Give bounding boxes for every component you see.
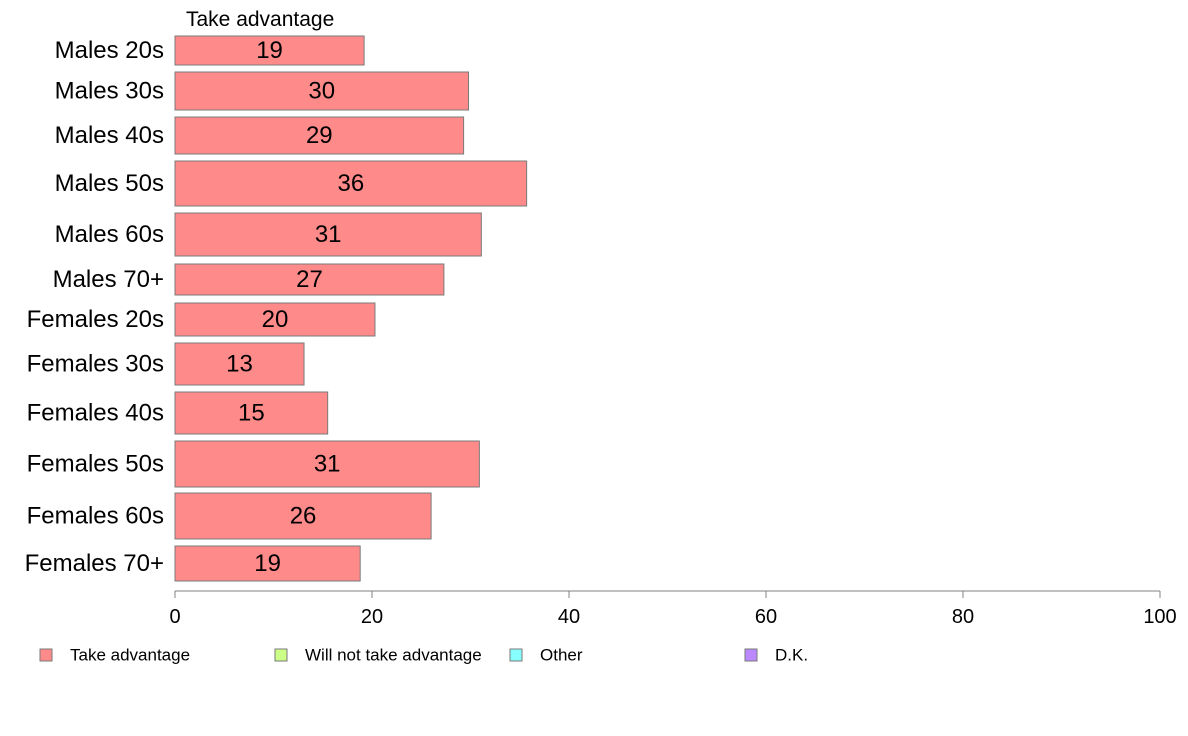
data-label: 27	[296, 266, 323, 293]
x-tick-label: 80	[952, 606, 974, 628]
bar	[174, 116, 465, 155]
category-label: Males 50s	[55, 170, 164, 197]
bar	[174, 492, 432, 540]
legend-swatch	[39, 648, 53, 662]
category-label: Females 70+	[25, 550, 164, 577]
legend-swatch	[274, 648, 288, 662]
bar	[174, 35, 365, 66]
category-label: Males 30s	[55, 77, 164, 104]
category-label: Females 30s	[27, 350, 164, 377]
legend-label: Other	[540, 645, 583, 664]
category-label: Males 70+	[53, 266, 164, 293]
bars-group	[174, 35, 528, 582]
x-tick-label: 20	[361, 606, 383, 628]
category-label: Females 20s	[27, 306, 164, 333]
legend: Take advantage Will not take advantage Oth…	[39, 645, 808, 664]
x-tick-label: 40	[558, 606, 580, 628]
category-label: Males 20s	[55, 37, 164, 64]
legend-label: Take advantage	[70, 645, 190, 664]
x-tick-label: 0	[169, 606, 180, 628]
data-label: 15	[238, 399, 265, 426]
bar	[174, 160, 528, 207]
legend-swatch	[509, 648, 523, 662]
legend-label: Will not take advantage	[305, 645, 482, 664]
legend-swatch	[744, 648, 758, 662]
data-label: 20	[262, 306, 289, 333]
bar	[174, 545, 361, 582]
data-label: 26	[290, 502, 317, 529]
category-label: Males 40s	[55, 122, 164, 149]
series-header: Take advantage	[186, 8, 334, 31]
data-label: 31	[315, 221, 342, 248]
bar	[174, 71, 470, 111]
category-label: Females 60s	[27, 502, 164, 529]
bar	[174, 302, 376, 337]
data-label: 19	[256, 37, 283, 64]
category-label: Males 60s	[55, 221, 164, 248]
category-label: Females 50s	[27, 450, 164, 477]
data-label: 36	[337, 170, 364, 197]
bar	[174, 440, 480, 488]
data-label: 31	[314, 450, 341, 477]
data-label: 30	[308, 77, 335, 104]
x-tick-label: 100	[1143, 606, 1176, 628]
bar	[174, 212, 482, 257]
data-label: 13	[226, 350, 253, 377]
x-tick-label: 60	[755, 606, 777, 628]
bar	[174, 391, 329, 435]
bar	[174, 342, 305, 386]
legend-label: D.K.	[775, 645, 808, 664]
category-label: Females 40s	[27, 399, 164, 426]
category-labels: Males 20s Males 30s Males 40s Males 50s Male…	[25, 37, 164, 577]
data-label: 19	[254, 550, 281, 577]
data-label: 29	[306, 122, 333, 149]
bar	[174, 263, 445, 296]
x-axis-ticks: 0 20 40 60 80 100	[169, 591, 1177, 628]
